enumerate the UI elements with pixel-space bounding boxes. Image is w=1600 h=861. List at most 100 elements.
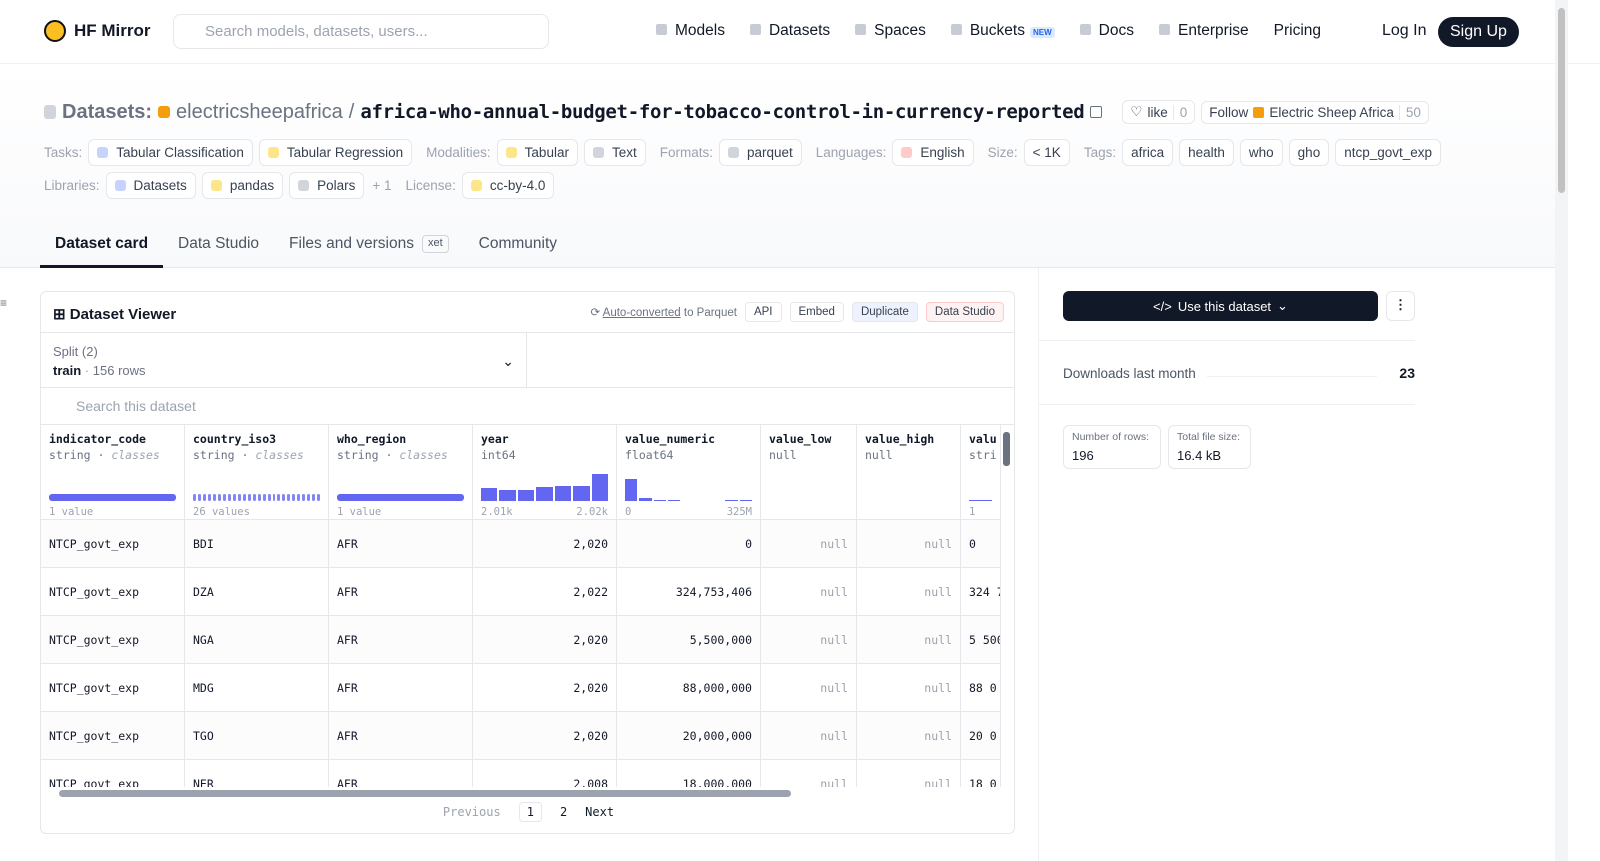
- table-cell[interactable]: 5 500: [961, 616, 1000, 664]
- table-cell[interactable]: 5,500,000: [617, 616, 760, 664]
- column-header[interactable]: valu stri 1: [961, 425, 1000, 520]
- nav-link[interactable]: Models: [656, 22, 725, 40]
- page[interactable]: 1: [518, 802, 542, 822]
- tag[interactable]: Text: [583, 139, 646, 166]
- table-cell[interactable]: 2,020: [473, 712, 616, 760]
- like-button[interactable]: ♡ like 0: [1122, 100, 1196, 124]
- tag[interactable]: pandas: [201, 172, 284, 199]
- nav-link[interactable]: Datasets: [749, 22, 830, 40]
- link[interactable]: Auto-converted: [602, 307, 681, 319]
- table-cell[interactable]: BDI: [185, 520, 328, 568]
- table-cell[interactable]: null: [857, 616, 960, 664]
- nav-link[interactable]: Pricing: [1274, 22, 1321, 40]
- table-cell[interactable]: 2,008: [473, 760, 616, 788]
- next[interactable]: Next: [585, 805, 615, 819]
- column-header[interactable]: value_numeric float64 0 325M: [617, 425, 760, 520]
- table-cell[interactable]: NTCP_govt_exp: [41, 664, 184, 712]
- table-cell[interactable]: 0: [617, 520, 760, 568]
- table-cell[interactable]: 2,020: [473, 664, 616, 712]
- tab[interactable]: Files and versions xet: [274, 232, 464, 268]
- table-cell[interactable]: 324,753,406: [617, 568, 760, 616]
- table-cell[interactable]: null: [761, 520, 856, 568]
- tab[interactable]: Data Studio: [163, 232, 274, 268]
- table-cell[interactable]: 20 0: [961, 712, 1000, 760]
- nav-link[interactable]: Buckets NEW: [950, 22, 1055, 40]
- viewer-button[interactable]: Data Studio: [925, 302, 1004, 322]
- tag[interactable]: Tabular Regression: [258, 139, 413, 166]
- more-tags[interactable]: + 1: [372, 178, 392, 193]
- brand[interactable]: HF Mirror: [44, 20, 151, 42]
- table-cell[interactable]: AFR: [329, 712, 472, 760]
- table-cell[interactable]: null: [761, 616, 856, 664]
- table-cell[interactable]: NGA: [185, 616, 328, 664]
- table-cell[interactable]: 0: [961, 520, 1000, 568]
- table-cell[interactable]: AFR: [329, 760, 472, 788]
- v-scroll[interactable]: [1003, 432, 1010, 466]
- column-header[interactable]: who_region string · classes 1 value: [329, 425, 472, 520]
- table-cell[interactable]: 2,020: [473, 616, 616, 664]
- owner[interactable]: electricsheepafrica: [176, 100, 343, 123]
- table-cell[interactable]: 2,020: [473, 520, 616, 568]
- follow-button[interactable]: Follow Electric Sheep Africa 50: [1201, 100, 1429, 124]
- table-cell[interactable]: TGO: [185, 712, 328, 760]
- viewer-search[interactable]: Search this dataset: [41, 388, 1014, 425]
- login[interactable]: Log In: [1382, 22, 1427, 39]
- table-cell[interactable]: NTCP_govt_exp: [41, 760, 184, 788]
- page-scrollbar[interactable]: [1555, 0, 1568, 861]
- table-cell[interactable]: null: [857, 712, 960, 760]
- table-cell[interactable]: null: [761, 712, 856, 760]
- table-cell[interactable]: AFR: [329, 520, 472, 568]
- table-cell[interactable]: null: [857, 664, 960, 712]
- table-cell[interactable]: 324 7: [961, 568, 1000, 616]
- column-header[interactable]: indicator_code string · classes 1 value: [41, 425, 184, 520]
- table-cell[interactable]: NTCP_govt_exp: [41, 616, 184, 664]
- search-box[interactable]: Search models, datasets, users...: [173, 14, 549, 49]
- tab[interactable]: Community: [464, 232, 572, 268]
- tag[interactable]: English: [892, 139, 974, 166]
- column-header[interactable]: country_iso3 string · classes 26 values: [185, 425, 328, 520]
- tag[interactable]: cc-by-4.0: [461, 172, 555, 199]
- column-header[interactable]: year int64 2.01k 2.02k: [473, 425, 616, 520]
- nav-link[interactable]: Enterprise: [1158, 22, 1249, 40]
- split-select[interactable]: Split (2) train · 156 rows ⌄: [41, 332, 527, 388]
- column-header[interactable]: value_high null: [857, 425, 960, 520]
- table-cell[interactable]: 20,000,000: [617, 712, 760, 760]
- tag[interactable]: < 1K: [1023, 139, 1070, 166]
- table-cell[interactable]: 88 0: [961, 664, 1000, 712]
- table-cell[interactable]: null: [857, 760, 960, 788]
- table-cell[interactable]: MDG: [185, 664, 328, 712]
- more-button[interactable]: ⋮: [1386, 291, 1415, 321]
- table-cell[interactable]: null: [857, 568, 960, 616]
- h-scroll[interactable]: [59, 790, 791, 797]
- table-cell[interactable]: NTCP_govt_exp: [41, 712, 184, 760]
- column-header[interactable]: value_low null: [761, 425, 856, 520]
- table-cell[interactable]: null: [857, 520, 960, 568]
- menu-icon[interactable]: ≡: [0, 296, 8, 310]
- copy-icon[interactable]: [1090, 106, 1103, 118]
- tag[interactable]: gho: [1288, 139, 1330, 166]
- table-cell[interactable]: NTCP_govt_exp: [41, 568, 184, 616]
- tag[interactable]: health: [1179, 139, 1234, 166]
- viewer-button[interactable]: Embed: [789, 302, 844, 322]
- viewer-button[interactable]: Duplicate: [851, 302, 918, 322]
- tag[interactable]: Polars: [289, 172, 365, 199]
- previous[interactable]: Previous: [442, 805, 501, 819]
- table-cell[interactable]: DZA: [185, 568, 328, 616]
- table-cell[interactable]: NTCP_govt_exp: [41, 520, 184, 568]
- tag[interactable]: Tabular Classification: [88, 139, 253, 166]
- table-cell[interactable]: null: [761, 760, 856, 788]
- table-cell[interactable]: null: [761, 568, 856, 616]
- nav-link[interactable]: Spaces: [855, 22, 926, 40]
- table-cell[interactable]: 18,000,000: [617, 760, 760, 788]
- table-cell[interactable]: null: [761, 664, 856, 712]
- table-cell[interactable]: 2,022: [473, 568, 616, 616]
- tag[interactable]: parquet: [718, 139, 802, 166]
- tag[interactable]: Datasets: [105, 172, 196, 199]
- table-cell[interactable]: 18 0: [961, 760, 1000, 788]
- tag[interactable]: ntcp_govt_exp: [1335, 139, 1442, 166]
- tag[interactable]: Tabular: [496, 139, 578, 166]
- tab[interactable]: Dataset card: [40, 232, 164, 268]
- page[interactable]: 2: [559, 805, 568, 819]
- table-cell[interactable]: AFR: [329, 664, 472, 712]
- viewer-button[interactable]: API: [744, 302, 782, 322]
